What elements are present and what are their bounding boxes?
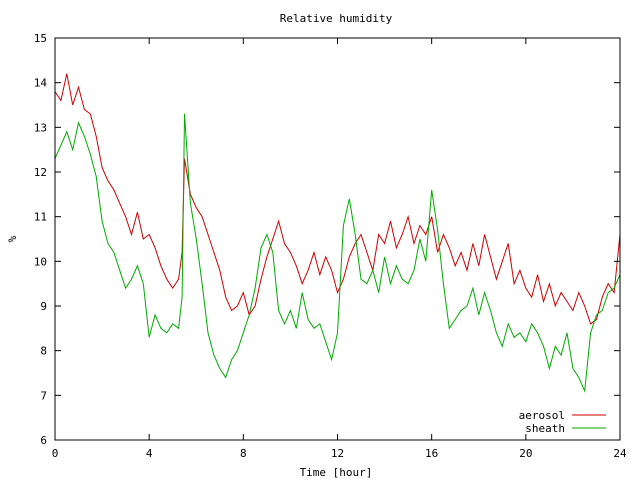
x-tick-label: 0	[52, 447, 59, 460]
y-tick-label: 14	[34, 77, 48, 90]
legend-label-sheath: sheath	[525, 422, 565, 435]
y-tick-label: 13	[34, 121, 47, 134]
x-tick-label: 16	[425, 447, 438, 460]
x-tick-label: 8	[240, 447, 247, 460]
x-tick-label: 24	[613, 447, 627, 460]
y-tick-label: 8	[40, 345, 47, 358]
plot-frame	[54, 37, 621, 441]
series-line-aerosol	[54, 73, 621, 325]
x-tick-label: 4	[146, 447, 153, 460]
y-tick-label: 6	[40, 434, 47, 447]
x-axis-label: Time [hour]	[300, 466, 373, 479]
y-tick-label: 9	[40, 300, 47, 313]
tick-layer: 0 4 8 12 16 20 24 6 7 8 9 10 11 12 13 14 15	[34, 32, 627, 460]
chart-title: Relative humidity	[280, 12, 393, 25]
x-tick-label: 12	[331, 447, 344, 460]
y-tick-label: 12	[34, 166, 47, 179]
y-tick-label: 7	[40, 389, 47, 402]
y-tick-label: 11	[34, 211, 47, 224]
series-line-sheath	[54, 113, 621, 393]
y-tick-label: 15	[34, 32, 47, 45]
legend-label-aerosol: aerosol	[519, 409, 565, 422]
x-tick-label: 20	[519, 447, 532, 460]
y-axis-label: %	[6, 235, 19, 242]
y-tick-label: 10	[34, 255, 47, 268]
series-layer	[54, 73, 621, 393]
